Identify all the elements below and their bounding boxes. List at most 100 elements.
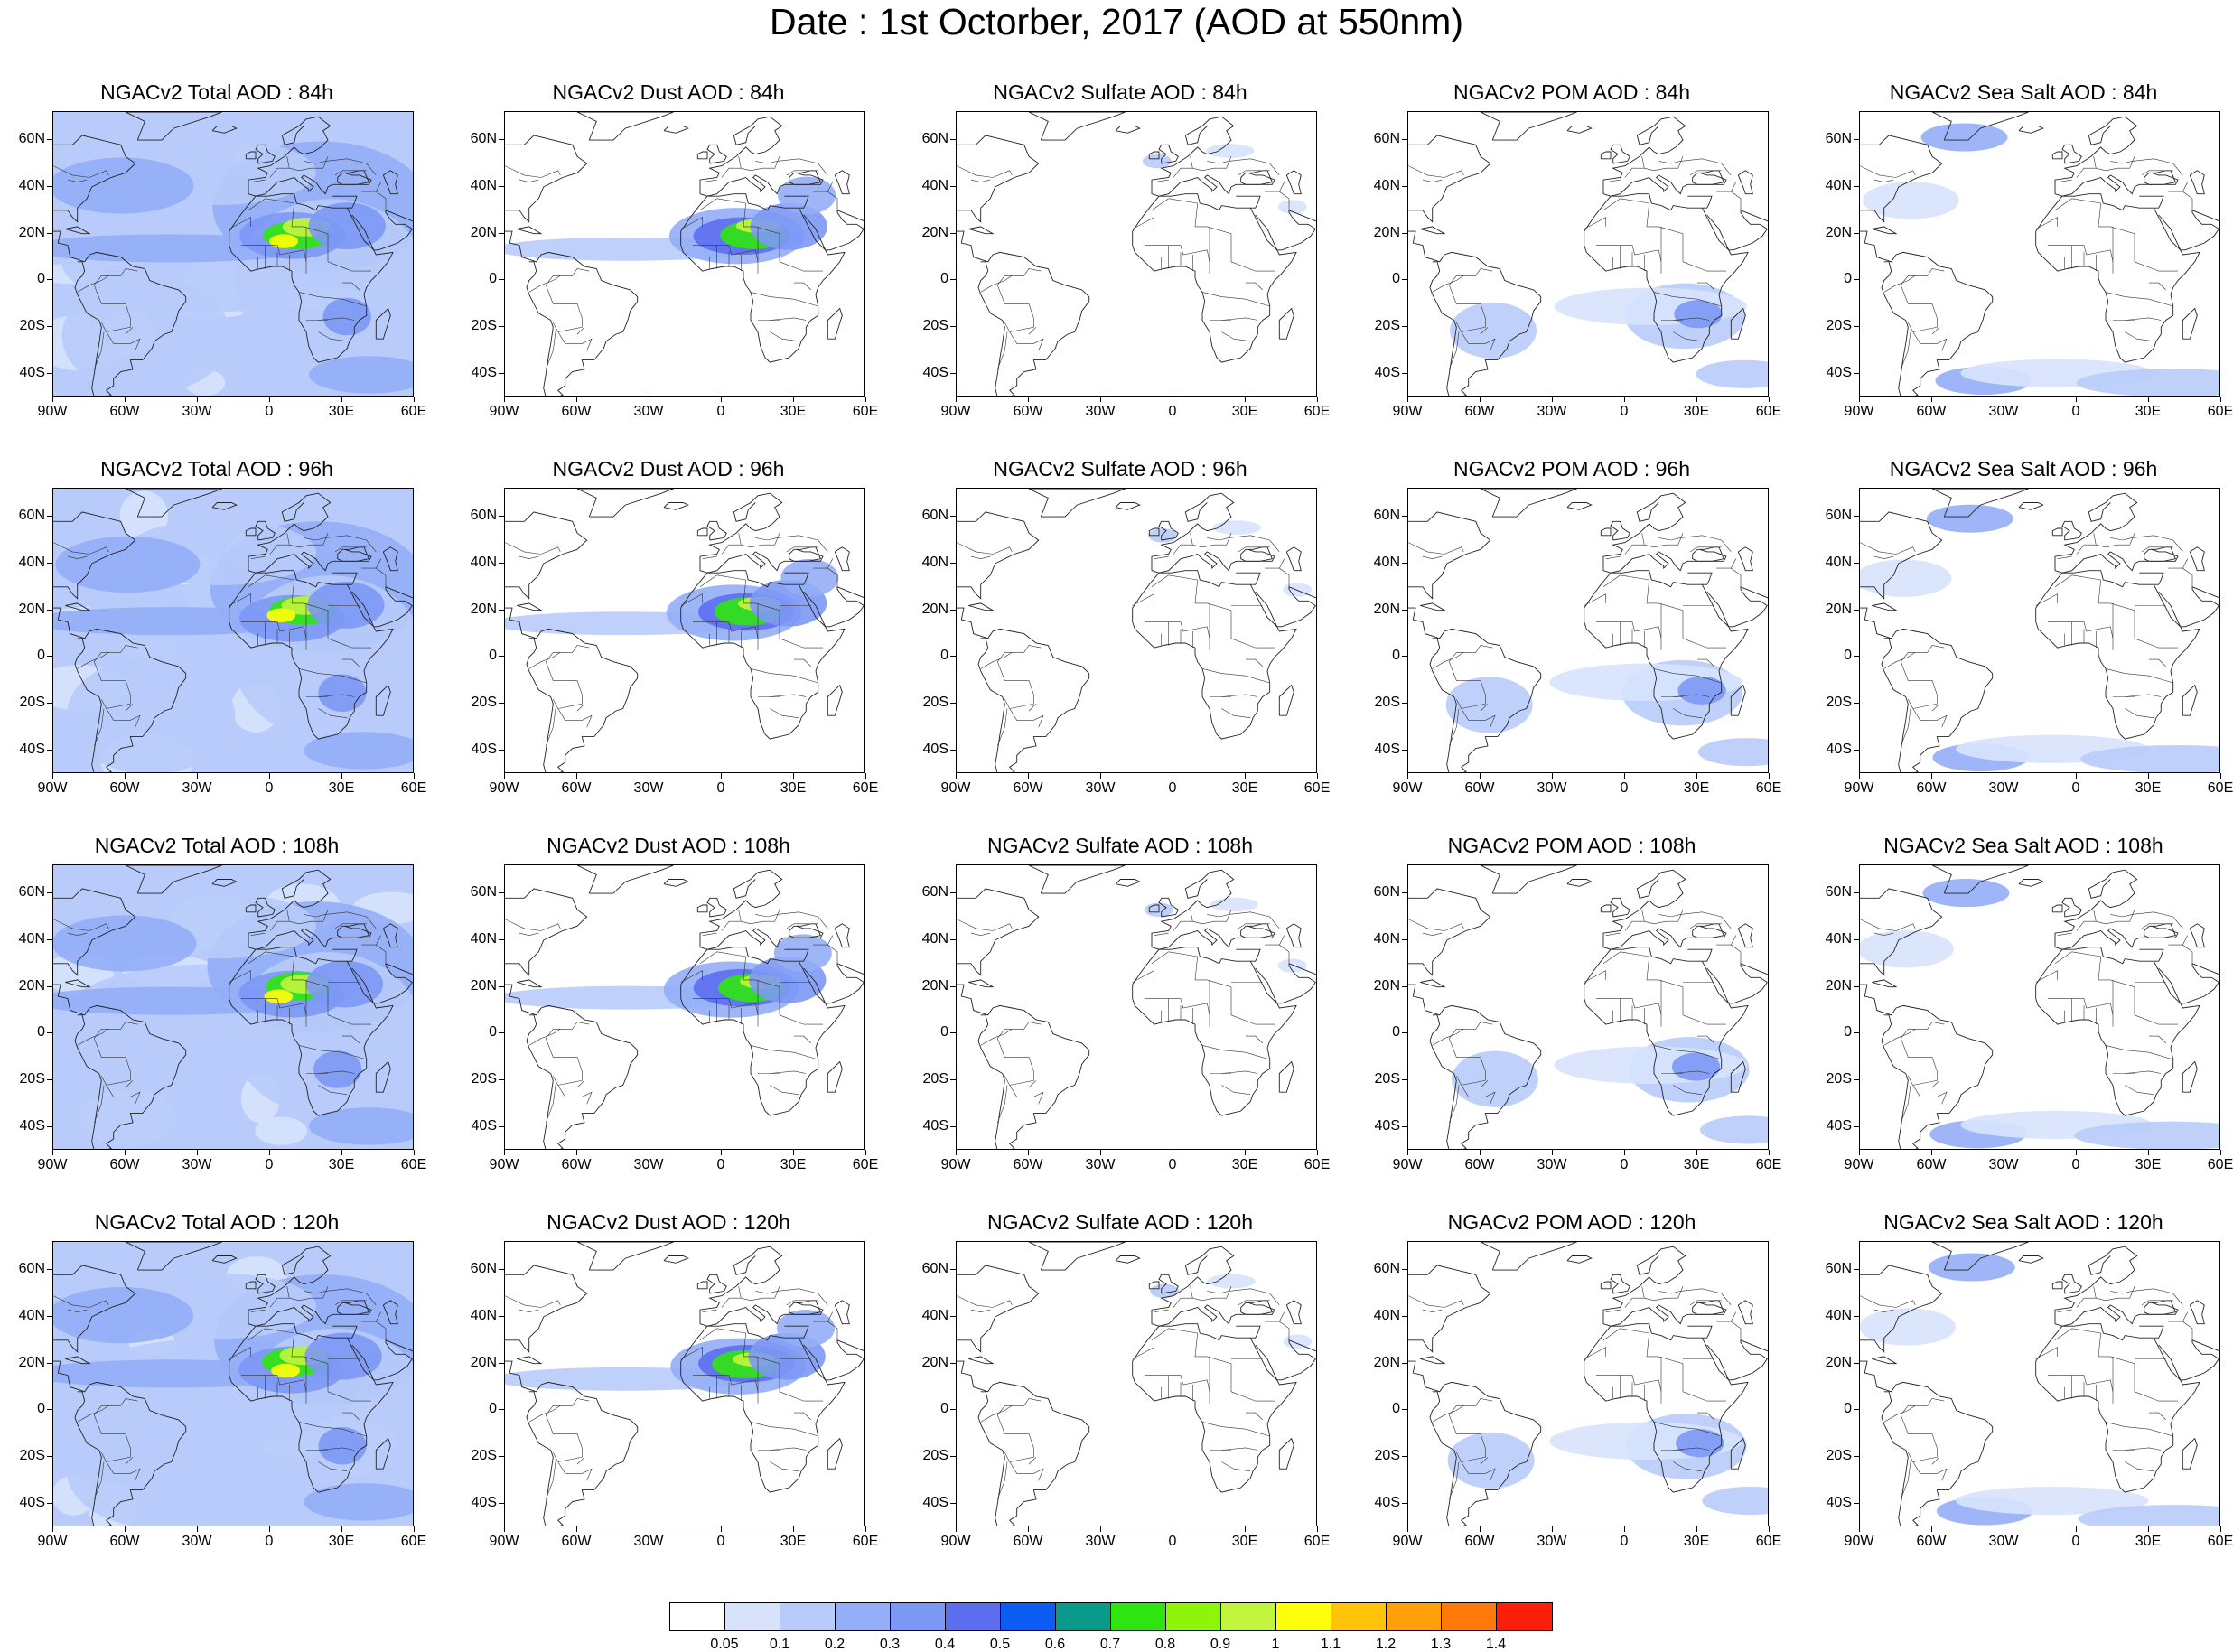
lat-tick-label: 20S: [19, 1448, 45, 1464]
coastline: [1028, 489, 1126, 518]
country-border: [1596, 621, 1662, 650]
lat-tick-label: 0: [1392, 1024, 1400, 1041]
lat-tick-label: 40S: [1826, 742, 1852, 758]
lat-tick: [950, 516, 956, 518]
country-border: [1584, 217, 1606, 229]
country-border: [289, 1286, 329, 1302]
lon-tick-label: 0: [1168, 404, 1177, 419]
coastline: [1158, 1274, 1179, 1294]
lat-tick-label: 20S: [922, 318, 948, 334]
lat-tick-label: 20S: [471, 695, 497, 711]
lat-tick: [1854, 703, 1859, 705]
country-border: [318, 331, 348, 342]
lat-tick-label: 20S: [1826, 1448, 1852, 1464]
lat-tick-label: 40N: [1825, 930, 1852, 947]
lat-tick: [499, 985, 504, 987]
country-border: [702, 932, 717, 936]
lon-tick-label: 60E: [2207, 780, 2233, 796]
lon-tick-label: 60E: [1755, 1157, 1782, 1172]
country-border: [2035, 593, 2058, 606]
country-border: [827, 1311, 833, 1322]
lon-tick-label: 90W: [37, 780, 68, 796]
coastline: [337, 923, 369, 938]
country-border: [289, 156, 329, 172]
coastline: [1148, 1281, 1160, 1290]
coastline: [505, 230, 639, 396]
country-border: [1221, 1461, 1251, 1472]
country-border: [1653, 668, 1722, 684]
country-border: [1673, 1461, 1703, 1472]
map-frame: [1407, 488, 1769, 773]
aod-plume: [750, 202, 827, 250]
lat-tick-label: 60N: [470, 1261, 497, 1277]
lon-tick-label: 30E: [1683, 1157, 1710, 1172]
lat-tick: [1402, 1409, 1407, 1411]
map-frame: [52, 111, 414, 397]
coastline: [505, 511, 588, 600]
coastline: [245, 904, 257, 913]
lat-tick-label: 20N: [18, 977, 45, 994]
coastline: [2054, 925, 2179, 950]
country-border: [1192, 910, 1232, 925]
colorbar-label: 0.8: [1154, 1637, 1176, 1652]
lat-tick-label: 40N: [18, 554, 45, 570]
coastline: [968, 226, 995, 235]
country-border: [2035, 217, 2058, 229]
country-border: [2182, 1311, 2188, 1322]
country-border: [304, 535, 377, 553]
lat-tick-label: 40S: [19, 742, 45, 758]
coastline: [957, 984, 1090, 1149]
country-border: [1028, 327, 1037, 335]
aod-shading: [505, 558, 839, 641]
lat-tick-label: 20N: [1825, 1354, 1852, 1370]
lon-tick: [1100, 1150, 1101, 1155]
lat-tick: [1854, 656, 1859, 658]
country-border: [680, 217, 703, 229]
panel-title: NGACv2 Total AOD : 120h: [94, 1210, 340, 1234]
coastline: [1566, 1255, 1593, 1264]
lat-tick-label: 0: [37, 1401, 45, 1417]
aod-field-map: [957, 489, 1316, 772]
lon-tick: [504, 773, 505, 779]
country-border: [1168, 1328, 1198, 1334]
lon-tick-label: 60W: [109, 1534, 140, 1549]
country-border: [1860, 542, 1916, 555]
country-border: [229, 1347, 251, 1359]
coastline: [784, 572, 809, 585]
coastline: [255, 144, 276, 164]
country-border: [2057, 555, 2072, 559]
lon-tick: [1407, 1526, 1408, 1532]
lon-tick: [956, 397, 957, 402]
coastlines: [957, 112, 1316, 396]
colorbar-label: 0.7: [1099, 1637, 1121, 1652]
country-border: [94, 708, 105, 747]
lon-tick-label: 60E: [1303, 1534, 1331, 1549]
coastline: [332, 572, 358, 585]
lat-tick: [1854, 1315, 1859, 1317]
lat-tick-label: 20S: [471, 1071, 497, 1087]
aod-plume: [2074, 1121, 2219, 1149]
lon-tick-label: 60W: [1013, 1157, 1043, 1172]
country-border: [1900, 268, 1945, 332]
panel-title: NGACv2 POM AOD : 96h: [1453, 457, 1691, 481]
lon-tick: [721, 397, 722, 402]
map-frame: [52, 864, 414, 1150]
aod-plume: [1677, 676, 1726, 705]
country-border: [229, 970, 251, 983]
lat-tick-label: 0: [940, 648, 948, 664]
country-border: [1682, 1014, 1726, 1025]
lat-tick-label: 60N: [18, 508, 45, 524]
country-border: [1900, 645, 1945, 709]
country-border: [94, 1085, 105, 1124]
country-border: [1221, 1085, 1251, 1096]
lon-tick-label: 30E: [1683, 780, 1710, 796]
aod-plume: [308, 1107, 413, 1145]
coastline: [1602, 172, 1727, 197]
lon-tick: [1100, 397, 1101, 402]
lon-tick: [197, 773, 198, 779]
lon-tick-label: 60W: [561, 780, 592, 796]
colorbar-swatch: [836, 1603, 891, 1630]
coastlines: [505, 112, 864, 396]
coastline: [351, 963, 413, 1004]
coastlines: [53, 1242, 413, 1526]
